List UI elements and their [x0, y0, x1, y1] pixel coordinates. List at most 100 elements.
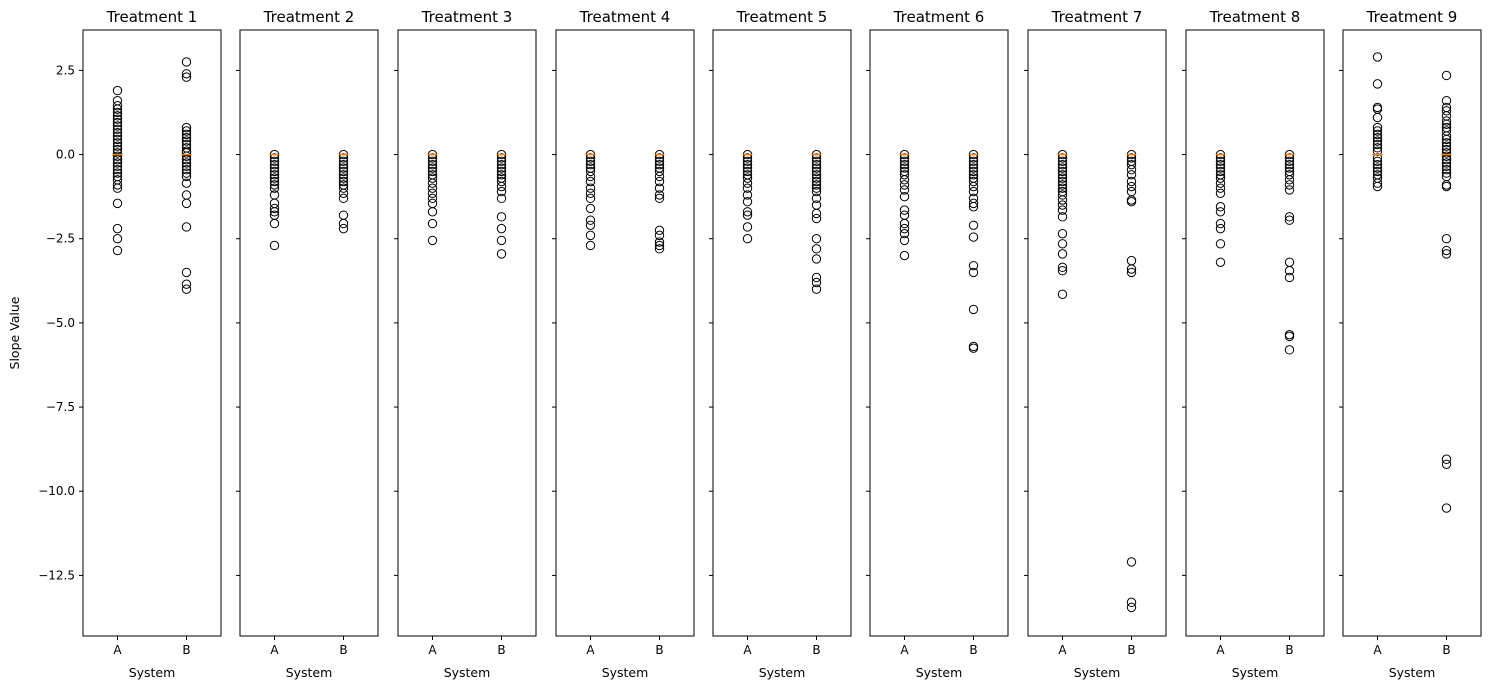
outlier-point	[427, 183, 438, 193]
outlier-point	[1372, 133, 1383, 143]
panel-title: Treatment 4	[579, 8, 671, 26]
outlier-point	[1284, 215, 1295, 225]
outlier-point	[1372, 126, 1383, 136]
panels: Treatment 1 2.5 0.0 −2.5 −5.0 −7.5 −10.0 −12.5 A…	[38, 8, 1482, 680]
x-tick-label: A	[743, 643, 752, 657]
outlier-point	[112, 101, 123, 111]
outlier-point	[585, 183, 596, 193]
panel-1: Treatment 1 2.5 0.0 −2.5 −5.0 −7.5 −10.0 −12.5 A…	[38, 8, 222, 680]
axes-frame	[555, 29, 695, 637]
outlier-point	[1215, 223, 1226, 234]
outlier-point	[112, 138, 123, 148]
outlier-point	[1215, 188, 1226, 198]
x-tick-label: B	[969, 643, 977, 657]
outlier-point	[899, 153, 910, 163]
outlier-point	[1057, 176, 1068, 187]
panel-5: Treatment 5 A B System	[709, 8, 852, 680]
outlier-point	[1057, 195, 1068, 205]
x-tick-label: B	[1442, 643, 1450, 657]
outlier-point	[496, 193, 507, 204]
outlier-point	[1441, 503, 1452, 513]
outlier-point	[112, 114, 123, 124]
outlier-point	[269, 203, 280, 214]
outlier-point	[1057, 249, 1068, 259]
outlier-point	[811, 284, 822, 294]
outlier-point	[654, 171, 665, 182]
outlier-point	[1284, 331, 1295, 342]
outlier-point	[112, 154, 123, 165]
panel-title: Treatment 9	[1366, 8, 1458, 26]
y-axis-label: Slope Value	[7, 296, 22, 369]
outlier-point	[1372, 178, 1383, 188]
outlier-point	[654, 225, 665, 236]
outlier-point	[811, 153, 822, 163]
outlier-point	[654, 244, 665, 254]
outlier-point	[269, 156, 280, 167]
outlier-point	[899, 185, 910, 195]
axes-frame	[1342, 29, 1482, 637]
outlier-point	[269, 218, 280, 229]
outlier-point	[899, 163, 910, 173]
outlier-point	[181, 158, 192, 168]
outlier-point	[1441, 181, 1452, 192]
outlier-point	[1057, 159, 1068, 170]
outlier-point	[1441, 454, 1452, 464]
outlier-point	[269, 159, 280, 170]
outlier-point	[1057, 289, 1068, 299]
panel-2: Treatment 2 A B System	[236, 8, 379, 680]
outlier-point	[968, 181, 979, 192]
outlier-point	[811, 208, 822, 219]
outlier-point	[1441, 154, 1452, 165]
outlier-point	[1284, 153, 1295, 163]
outlier-point	[112, 107, 123, 118]
outlier-point	[585, 230, 596, 241]
outlier-point	[181, 148, 192, 158]
outlier-point	[427, 156, 438, 167]
outlier-point	[496, 235, 507, 246]
outlier-point	[811, 166, 822, 177]
outlier-point	[1126, 597, 1137, 608]
outlier-point	[1441, 131, 1452, 141]
x-tick-label: A	[586, 643, 595, 657]
panel-4: Treatment 4 A B System	[552, 8, 695, 680]
outlier-point	[338, 170, 349, 180]
outlier-point	[968, 260, 979, 271]
x-tick-label: A	[900, 643, 909, 657]
outlier-point	[1372, 181, 1383, 192]
outlier-point	[811, 193, 822, 204]
outlier-point	[427, 207, 438, 217]
outlier-point	[1441, 234, 1452, 244]
outlier-point	[338, 166, 349, 177]
panel-title: Treatment 5	[736, 8, 828, 26]
outlier-point	[742, 153, 753, 163]
outlier-point	[427, 235, 438, 246]
outlier-point	[1126, 159, 1137, 170]
outlier-point	[496, 176, 507, 187]
outlier-point	[1441, 119, 1452, 129]
x-axis-label: System	[129, 665, 176, 680]
outlier-point	[496, 249, 507, 259]
outlier-point	[1441, 134, 1452, 145]
outlier-point	[112, 144, 123, 155]
x-tick-label: B	[339, 643, 347, 657]
outlier-point	[585, 176, 596, 187]
outlier-point	[1441, 151, 1452, 161]
outlier-point	[899, 218, 910, 229]
outlier-point	[1215, 218, 1226, 229]
outlier-point	[899, 191, 910, 202]
outlier-point	[585, 220, 596, 230]
outlier-point	[112, 148, 123, 158]
outlier-point	[1441, 148, 1452, 158]
outlier-point	[1057, 239, 1068, 249]
x-tick-label: B	[497, 643, 505, 657]
panel-title: Treatment 3	[421, 8, 513, 26]
outlier-point	[899, 170, 910, 180]
outlier-point	[269, 173, 280, 183]
x-axis-label: System	[1389, 665, 1436, 680]
outlier-point	[269, 170, 280, 180]
outlier-point	[1126, 557, 1137, 567]
outlier-point	[496, 163, 507, 173]
outlier-point	[112, 158, 123, 168]
outlier-point	[496, 223, 507, 234]
